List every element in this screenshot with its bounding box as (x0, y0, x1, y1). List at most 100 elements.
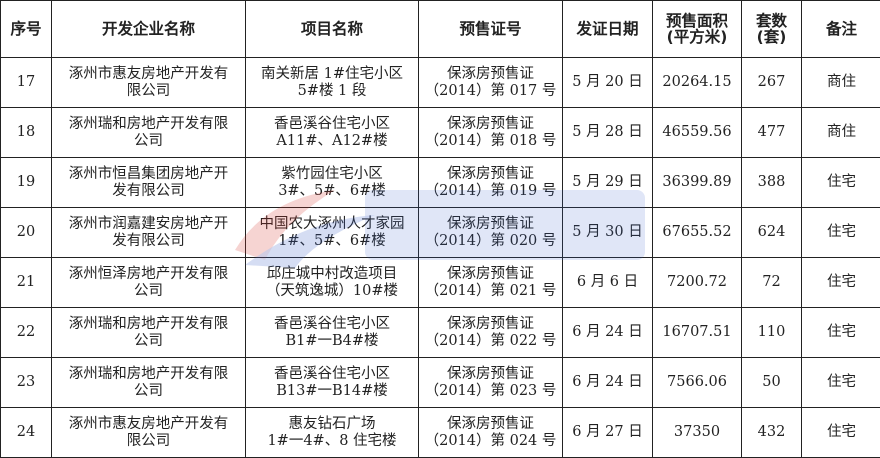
cell-no: 18 (1, 108, 52, 158)
cell-company-line: 限公司 (54, 83, 243, 100)
header-area: 预售面积(平方米) (653, 1, 742, 58)
cell-project-line: 惠友钻石广场 (248, 416, 416, 433)
cell-permit: 保涿房预售证（2014）第 024 号 (419, 408, 563, 458)
cell-note: 住宅 (802, 258, 880, 308)
cell-units: 388 (742, 158, 802, 208)
header-units-line: 套数 (744, 13, 799, 29)
header-note: 备注 (802, 1, 880, 58)
cell-permit-line: （2014）第 024 号 (421, 433, 560, 450)
cell-note: 住宅 (802, 308, 880, 358)
header-units-unit: (套) (744, 29, 799, 45)
cell-date: 5 月 30 日 (563, 208, 653, 258)
cell-note: 住宅 (802, 208, 880, 258)
cell-permit-line: 保涿房预售证 (421, 66, 560, 83)
cell-area: 16707.51 (653, 308, 742, 358)
cell-no: 23 (1, 358, 52, 408)
cell-company: 涿州市润嘉建安房地产开发有限公司 (52, 208, 246, 258)
cell-company-line: 涿州瑞和房地产开发有限 (54, 366, 243, 383)
cell-permit-line: 保涿房预售证 (421, 166, 560, 183)
cell-permit-line: 保涿房预售证 (421, 116, 560, 133)
cell-project-line: 南关新居 1#住宅小区 (248, 66, 416, 83)
cell-area: 7200.72 (653, 258, 742, 308)
header-row: 序号 开发企业名称 项目名称 预售证号 发证日期 预售面积(平方米) 套数(套)… (1, 1, 880, 58)
cell-area: 7566.06 (653, 358, 742, 408)
cell-units: 267 (742, 58, 802, 108)
cell-no: 22 (1, 308, 52, 358)
cell-project-line: 1#、5#、6#楼 (248, 233, 416, 250)
cell-permit-line: 保涿房预售证 (421, 366, 560, 383)
cell-company-line: 公司 (54, 383, 243, 400)
cell-units: 50 (742, 358, 802, 408)
cell-company-line: 涿州瑞和房地产开发有限 (54, 116, 243, 133)
cell-project-line: 香邑溪谷住宅小区 (248, 366, 416, 383)
cell-project-line: 紫竹园住宅小区 (248, 166, 416, 183)
cell-permit: 保涿房预售证（2014）第 017 号 (419, 58, 563, 108)
cell-company-line: 发有限公司 (54, 183, 243, 200)
cell-project-line: B1#一B4#楼 (248, 333, 416, 350)
cell-project-line: 邱庄城中村改造项目 (248, 266, 416, 283)
cell-permit-line: （2014）第 017 号 (421, 83, 560, 100)
cell-company: 涿州瑞和房地产开发有限公司 (52, 108, 246, 158)
cell-project-line: 5#楼 1 段 (248, 83, 416, 100)
header-units: 套数(套) (742, 1, 802, 58)
cell-company-line: 公司 (54, 133, 243, 150)
cell-company: 涿州瑞和房地产开发有限公司 (52, 358, 246, 408)
cell-units: 624 (742, 208, 802, 258)
cell-company-line: 公司 (54, 283, 243, 300)
cell-permit: 保涿房预售证（2014）第 021 号 (419, 258, 563, 308)
cell-permit-line: 保涿房预售证 (421, 216, 560, 233)
cell-permit: 保涿房预售证（2014）第 020 号 (419, 208, 563, 258)
cell-company-line: 公司 (54, 333, 243, 350)
cell-date: 6 月 6 日 (563, 258, 653, 308)
cell-note: 住宅 (802, 408, 880, 458)
cell-company-line: 发有限公司 (54, 233, 243, 250)
cell-units: 72 (742, 258, 802, 308)
cell-area: 67655.52 (653, 208, 742, 258)
cell-company: 涿州市惠友房地产开发有限公司 (52, 58, 246, 108)
cell-project-line: 香邑溪谷住宅小区 (248, 116, 416, 133)
cell-permit-line: （2014）第 018 号 (421, 133, 560, 150)
cell-permit-line: （2014）第 022 号 (421, 333, 560, 350)
cell-company-line: 限公司 (54, 433, 243, 450)
cell-permit-line: 保涿房预售证 (421, 316, 560, 333)
cell-no: 20 (1, 208, 52, 258)
cell-units: 432 (742, 408, 802, 458)
cell-project-line: A11#、A12#楼 (248, 133, 416, 150)
cell-no: 21 (1, 258, 52, 308)
cell-permit-line: （2014）第 023 号 (421, 383, 560, 400)
cell-area: 20264.15 (653, 58, 742, 108)
cell-note: 住宅 (802, 358, 880, 408)
cell-project-line: 1#一4#、8 住宅楼 (248, 433, 416, 450)
header-area-unit: (平方米) (655, 29, 739, 45)
cell-project-line: 香邑溪谷住宅小区 (248, 316, 416, 333)
cell-date: 6 月 24 日 (563, 358, 653, 408)
cell-project-line: （天筑逸城）10#楼 (248, 283, 416, 300)
cell-no: 24 (1, 408, 52, 458)
cell-project-line: B13#一B14#楼 (248, 383, 416, 400)
header-company: 开发企业名称 (52, 1, 246, 58)
header-no: 序号 (1, 1, 52, 58)
cell-date: 5 月 28 日 (563, 108, 653, 158)
header-area-line: 预售面积 (655, 13, 739, 29)
cell-company-line: 涿州市惠友房地产开发有 (54, 416, 243, 433)
cell-company-line: 涿州市润嘉建安房地产开 (54, 216, 243, 233)
cell-date: 5 月 29 日 (563, 158, 653, 208)
cell-permit-line: （2014）第 020 号 (421, 233, 560, 250)
cell-date: 6 月 27 日 (563, 408, 653, 458)
cell-note: 住宅 (802, 158, 880, 208)
cell-area: 46559.56 (653, 108, 742, 158)
cell-company: 涿州市恒昌集团房地产开发有限公司 (52, 158, 246, 208)
cell-company: 涿州恒泽房地产开发有限公司 (52, 258, 246, 308)
